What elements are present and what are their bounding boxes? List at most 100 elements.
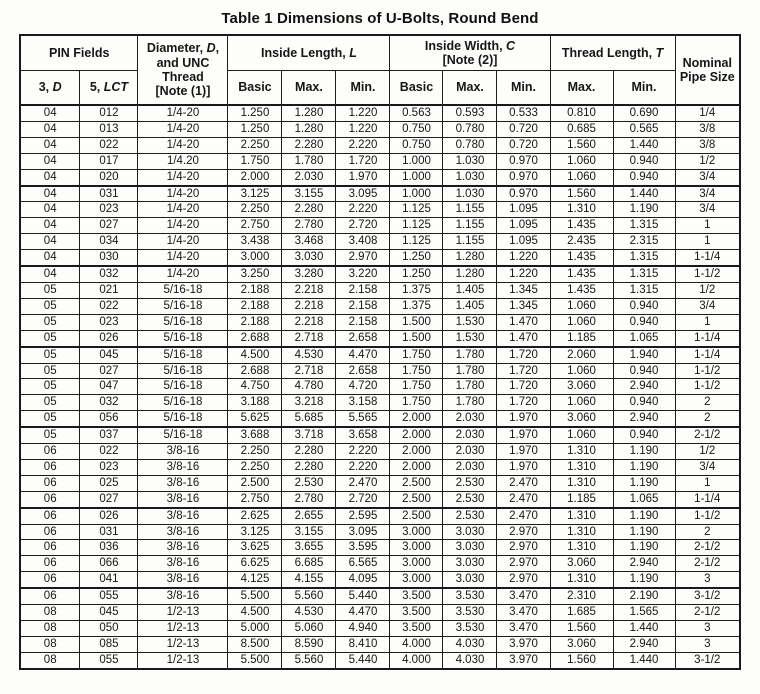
cell-pin_3d: 06 [19, 506, 81, 525]
cell-nominal_pipe_size: 1/2 [674, 281, 741, 299]
cell-pin_3d: 06 [19, 458, 81, 476]
cell-diameter_unc_thread: 1/2-13 [137, 620, 229, 637]
header-thread-max: Max. [549, 70, 614, 106]
cell-nominal_pipe_size: 1-1/4 [674, 329, 741, 348]
cell-inside_width_min: 1.970 [496, 443, 551, 460]
page-title: Table 1 Dimensions of U-Bolts, Round Ben… [221, 10, 539, 27]
cell-pin_3d: 06 [19, 571, 81, 589]
table-row: 05 056 5/16-18 5.625 5.685 5.565 2.000 2.030 1.9… [19, 410, 741, 428]
cell-nominal_pipe_size: 1 [674, 217, 741, 235]
cell-pin_5lct: 056 [79, 410, 139, 428]
header-inside-length-pre: Inside Length, [261, 45, 350, 60]
cell-inside_length_basic: 2.688 [227, 362, 283, 380]
table-row: 04 027 1/4-20 2.750 2.780 2.720 1.125 1.155 1.09… [19, 217, 741, 235]
cell-nominal_pipe_size: 3/4 [674, 201, 741, 219]
cell-pin_3d: 05 [19, 410, 81, 428]
cell-inside_length_basic: 3.125 [227, 523, 283, 541]
cell-inside_width_basic: 2.500 [389, 490, 444, 509]
cell-nominal_pipe_size: 2 [674, 410, 741, 428]
cell-inside_width_min: 1.470 [496, 329, 551, 348]
cell-thread_length_min: 2.940 [612, 378, 676, 396]
header-length-max: Max. [281, 70, 337, 106]
header-length-basic: Basic [227, 70, 283, 106]
header-diameter-pre: Diameter, [146, 41, 207, 56]
cell-thread_length_min: 1.190 [612, 201, 676, 219]
cell-nominal_pipe_size: 3/4 [674, 458, 741, 476]
cell-inside_width_max: 1.530 [442, 329, 498, 348]
cell-pin_3d: 04 [19, 120, 81, 138]
table-row: 06 025 3/8-16 2.500 2.530 2.470 2.500 2.530 2.47… [19, 474, 741, 492]
cell-diameter_unc_thread: 1/4-20 [137, 136, 229, 154]
cell-inside_length_max: 4.155 [281, 571, 337, 589]
cell-inside_width_min: 1.970 [496, 426, 551, 445]
cell-pin_3d: 05 [19, 394, 81, 412]
cell-pin_5lct: 022 [79, 443, 139, 460]
cell-inside_width_basic: 1.375 [389, 281, 444, 299]
cell-pin_5lct: 047 [79, 378, 139, 396]
cell-pin_3d: 05 [19, 281, 81, 299]
cell-thread_length_max: 1.310 [549, 571, 614, 589]
cell-nominal_pipe_size: 1-1/2 [674, 378, 741, 396]
cell-inside_width_basic: 0.750 [389, 120, 444, 138]
cell-inside_width_min: 2.970 [496, 571, 551, 589]
table-row: 05 021 5/16-18 2.188 2.218 2.158 1.375 1.405 1.3… [19, 281, 741, 299]
cell-inside_length_max: 2.780 [281, 217, 337, 235]
cell-diameter_unc_thread: 5/16-18 [137, 410, 229, 428]
cell-inside_length_max: 3.155 [281, 184, 337, 203]
cell-pin_5lct: 012 [79, 104, 139, 122]
cell-inside_width_max: 1.780 [442, 345, 498, 364]
cell-thread_length_min: 1.190 [612, 539, 676, 557]
cell-inside_length_basic: 2.750 [227, 217, 283, 235]
cell-inside_width_basic: 2.500 [389, 474, 444, 492]
cell-pin_5lct: 025 [79, 474, 139, 492]
cell-thread_length_max: 3.060 [549, 410, 614, 428]
cell-pin_5lct: 066 [79, 555, 139, 573]
cell-pin_5lct: 050 [79, 620, 139, 637]
cell-inside_width_basic: 3.500 [389, 620, 444, 637]
cell-inside_width_basic: 2.000 [389, 410, 444, 428]
cell-inside_width_basic: 1.000 [389, 152, 444, 170]
cell-inside_length_min: 2.658 [335, 329, 391, 348]
cell-inside_length_min: 1.220 [335, 104, 391, 122]
header-thread-length-symbol: T [655, 45, 664, 60]
cell-pin_3d: 05 [19, 313, 81, 331]
cell-inside_length_max: 1.280 [281, 120, 337, 138]
cell-inside_width_basic: 4.000 [389, 635, 444, 653]
cell-inside_width_basic: 3.000 [389, 523, 444, 541]
cell-inside_length_basic: 2.000 [227, 168, 283, 187]
cell-pin_5lct: 021 [79, 281, 139, 299]
cell-pin_5lct: 045 [79, 345, 139, 364]
cell-inside_width_min: 1.095 [496, 233, 551, 251]
cell-inside_length_min: 5.440 [335, 587, 391, 606]
table-row: 05 045 5/16-18 4.500 4.530 4.470 1.750 1.780 1.7… [19, 345, 741, 364]
header-pin-5lct-symbol: LCT [103, 80, 129, 95]
cell-pin_3d: 08 [19, 604, 81, 621]
cell-diameter_unc_thread: 5/16-18 [137, 281, 229, 299]
cell-inside_length_min: 5.565 [335, 410, 391, 428]
header-nominal-pipe-size: Nominal Pipe Size [674, 34, 741, 106]
cell-inside_width_basic: 1.000 [389, 168, 444, 187]
cell-inside_length_min: 3.095 [335, 523, 391, 541]
cell-thread_length_max: 2.310 [549, 587, 614, 606]
cell-inside_width_max: 4.030 [442, 635, 498, 653]
cell-pin_5lct: 037 [79, 426, 139, 445]
cell-pin_5lct: 036 [79, 539, 139, 557]
cell-thread_length_max: 1.060 [549, 168, 614, 187]
cell-inside_length_max: 2.280 [281, 443, 337, 460]
cell-thread_length_max: 1.310 [549, 523, 614, 541]
cell-inside_width_min: 0.970 [496, 152, 551, 170]
cell-thread_length_max: 1.060 [549, 426, 614, 445]
cell-diameter_unc_thread: 1/4-20 [137, 233, 229, 251]
cell-inside_length_max: 3.218 [281, 394, 337, 412]
cell-thread_length_max: 1.435 [549, 249, 614, 267]
cell-inside_length_min: 2.720 [335, 217, 391, 235]
cell-nominal_pipe_size: 3/8 [674, 136, 741, 154]
cell-inside_length_basic: 1.250 [227, 120, 283, 138]
cell-inside_length_basic: 2.625 [227, 506, 283, 525]
cell-inside_width_basic: 3.000 [389, 571, 444, 589]
cell-nominal_pipe_size: 3 [674, 571, 741, 589]
table-row: 05 026 5/16-18 2.688 2.718 2.658 1.500 1.530 1.4… [19, 329, 741, 348]
cell-thread_length_max: 1.310 [549, 474, 614, 492]
cell-inside_length_max: 2.718 [281, 329, 337, 348]
cell-inside_length_basic: 2.188 [227, 281, 283, 299]
